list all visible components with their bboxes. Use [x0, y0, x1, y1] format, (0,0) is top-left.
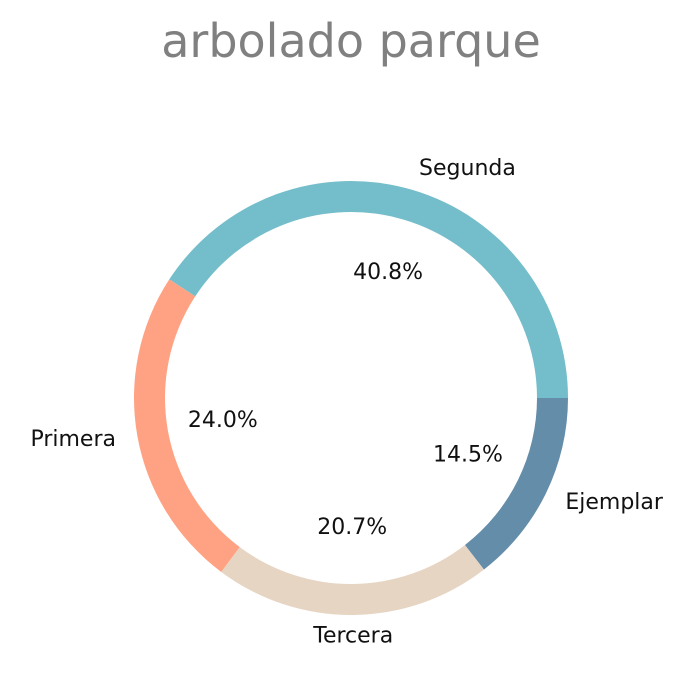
category-label-ejemplar: Ejemplar: [565, 490, 664, 515]
slice-primera: [134, 279, 240, 572]
category-label-tercera: Tercera: [312, 624, 393, 649]
slice-segunda: [169, 181, 568, 398]
percent-label-primera: 24.0%: [188, 408, 258, 433]
donut-slices: [134, 181, 568, 616]
category-label-segunda: Segunda: [419, 156, 516, 181]
category-label-primera: Primera: [30, 427, 116, 452]
slice-labels: Segunda 40.8% Primera 24.0% Tercera 20.7% Ejem…: [30, 156, 663, 648]
slice-tercera: [221, 544, 485, 616]
slice-ejemplar: [465, 398, 568, 570]
percent-label-segunda: 40.8%: [353, 260, 423, 285]
chart-title: arbolado parque: [161, 14, 541, 68]
percent-label-ejemplar: 14.5%: [433, 442, 503, 467]
percent-label-tercera: 20.7%: [317, 515, 387, 540]
